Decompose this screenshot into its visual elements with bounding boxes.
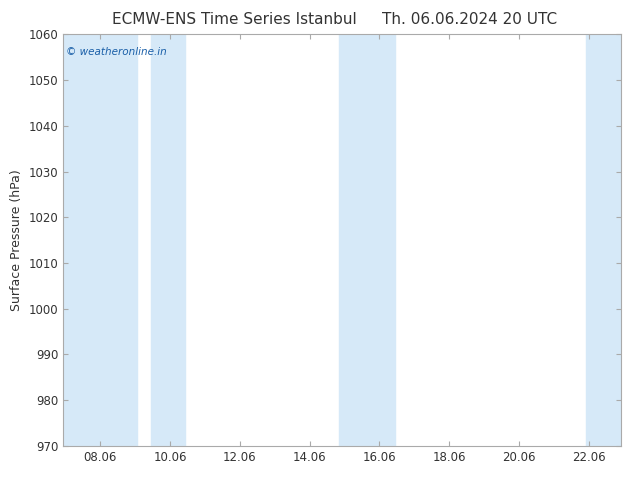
Text: © weatheronline.in: © weatheronline.in bbox=[66, 47, 167, 57]
Bar bbox=[63, 34, 136, 446]
Text: Th. 06.06.2024 20 UTC: Th. 06.06.2024 20 UTC bbox=[382, 12, 557, 27]
Text: ECMW-ENS Time Series Istanbul: ECMW-ENS Time Series Istanbul bbox=[112, 12, 357, 27]
Bar bbox=[586, 34, 634, 446]
Bar bbox=[339, 34, 366, 446]
Y-axis label: Surface Pressure (hPa): Surface Pressure (hPa) bbox=[10, 169, 23, 311]
Bar bbox=[366, 34, 394, 446]
Bar bbox=[151, 34, 186, 446]
